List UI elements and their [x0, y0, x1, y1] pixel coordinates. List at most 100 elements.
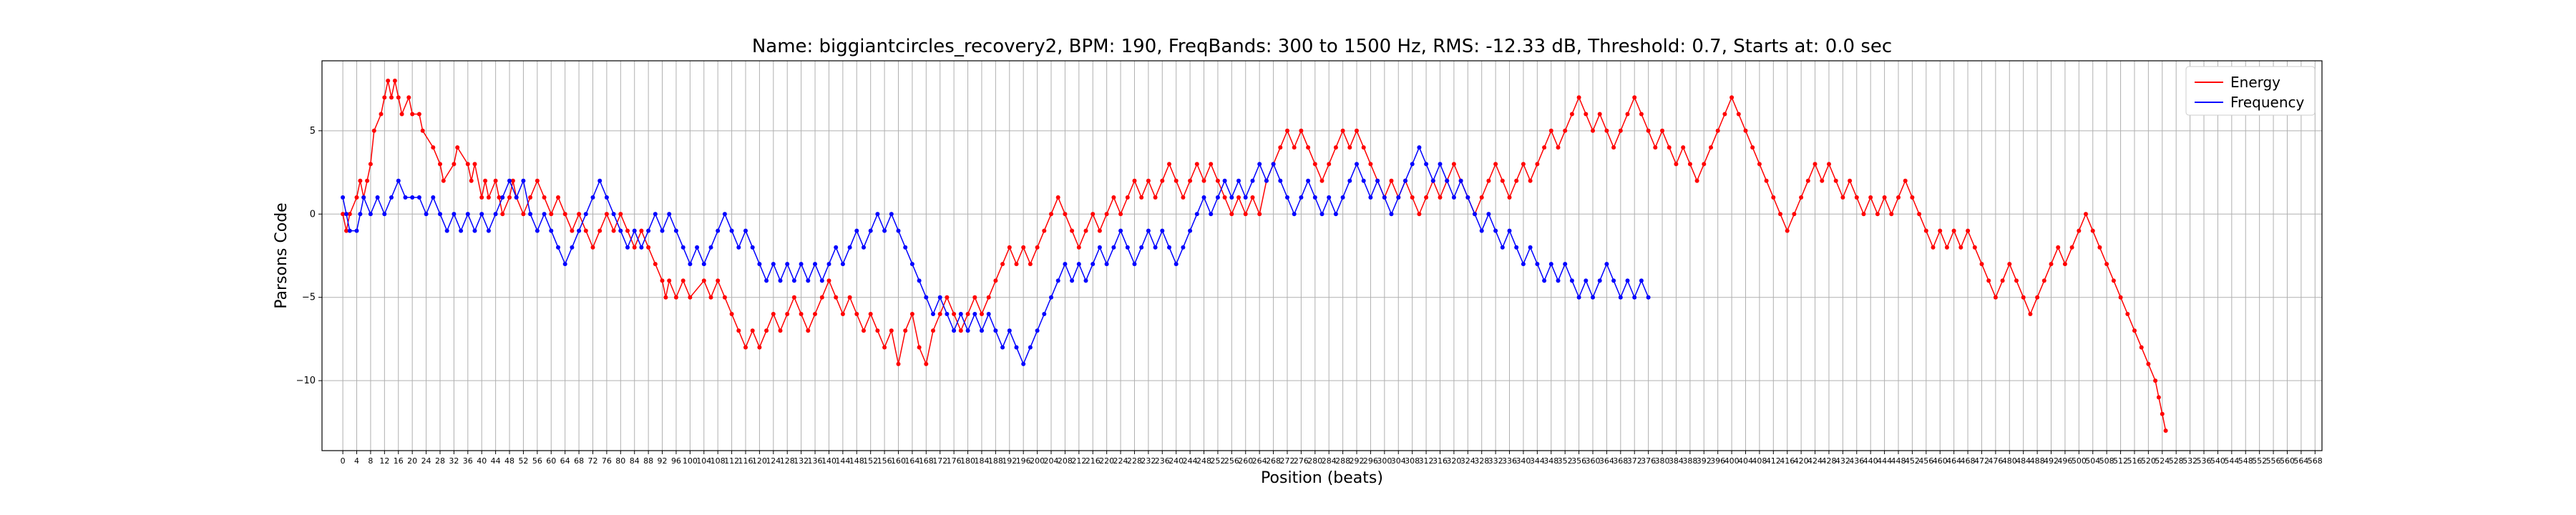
data-point-frequency [958, 312, 963, 316]
x-tick-label: 76 [602, 456, 612, 466]
data-point-energy [2146, 361, 2151, 366]
data-point-frequency [438, 212, 442, 217]
data-point-energy [618, 212, 623, 217]
data-point-energy [1882, 195, 1887, 200]
data-point-energy [1820, 178, 1825, 183]
data-point-frequency [1174, 262, 1179, 267]
data-point-frequency [452, 212, 457, 217]
data-point-frequency [1347, 178, 1352, 183]
x-tick-label: 268 [1266, 456, 1281, 466]
data-point-energy [556, 195, 560, 200]
data-point-energy [562, 212, 567, 217]
data-point-energy [604, 212, 609, 217]
data-point-frequency [1188, 228, 1193, 233]
x-tick-label: 148 [849, 456, 864, 466]
data-point-frequency [604, 195, 609, 200]
data-point-energy [882, 345, 887, 350]
data-point-energy [2139, 345, 2144, 350]
data-point-frequency [1333, 212, 1338, 217]
data-point-energy [1153, 195, 1158, 200]
data-point-energy [1951, 228, 1956, 233]
data-point-energy [1160, 178, 1165, 183]
data-point-frequency [1500, 245, 1505, 250]
data-point-frequency [1097, 245, 1102, 250]
x-tick-label: 108 [711, 456, 726, 466]
data-point-energy [1646, 128, 1651, 133]
data-point-energy [1986, 278, 1991, 283]
data-point-frequency [1375, 178, 1380, 183]
data-point-frequency [382, 212, 387, 217]
data-point-frequency [875, 212, 880, 217]
data-point-frequency [785, 262, 790, 267]
data-point-frequency [889, 212, 894, 217]
data-point-energy [1993, 295, 1998, 300]
data-point-energy [785, 312, 790, 316]
data-point-energy [1625, 112, 1630, 117]
data-point-energy [965, 312, 970, 316]
data-point-energy [826, 278, 831, 283]
data-point-energy [1972, 245, 1977, 250]
data-point-energy [806, 328, 811, 333]
data-point-energy [1243, 212, 1248, 217]
data-point-energy [1257, 212, 1262, 217]
data-point-frequency [806, 278, 811, 283]
data-point-frequency [847, 245, 852, 250]
x-tick-label: 232 [1141, 456, 1156, 466]
data-point-energy [455, 145, 460, 150]
data-point-energy [368, 162, 373, 167]
data-point-frequency [1160, 228, 1165, 233]
x-tick-label: 460 [1933, 456, 1948, 466]
data-point-frequency [695, 245, 700, 250]
data-point-frequency [1076, 262, 1081, 267]
x-tick-label: 524 [2155, 456, 2170, 466]
x-tick-label: 104 [696, 456, 711, 466]
data-point-frequency [597, 178, 602, 183]
data-point-frequency [1292, 212, 1297, 217]
data-point-frequency [625, 245, 630, 250]
data-point-frequency [1646, 295, 1651, 300]
data-point-energy [507, 195, 512, 200]
data-point-frequency [361, 195, 366, 200]
data-point-energy [611, 228, 616, 233]
x-tick-label: 340 [1516, 456, 1531, 466]
data-point-energy [1799, 195, 1804, 200]
x-tick-label: 288 [1335, 456, 1350, 466]
x-tick-label: 32 [449, 456, 459, 466]
x-tick-label: 376 [1641, 456, 1656, 466]
data-point-frequency [570, 245, 575, 250]
data-point-energy [472, 162, 477, 167]
data-point-frequency [1340, 195, 1345, 200]
data-point-frequency [1153, 245, 1158, 250]
x-tick-label: 512 [2113, 456, 2128, 466]
x-tick-label: 372 [1627, 456, 1642, 466]
data-point-frequency [1618, 295, 1623, 300]
data-point-energy [1493, 162, 1498, 167]
y-tick-label: −5 [302, 293, 316, 303]
x-axis-ticks: 0 4 8 12 16 20 24 28 32 36 40 44 48 52 56 60 64 68 72 76 80 8… [341, 451, 2323, 466]
x-tick-label: 380 [1655, 456, 1670, 466]
data-point-energy [1486, 178, 1491, 183]
x-tick-label: 140 [821, 456, 836, 466]
data-point-energy [1070, 228, 1075, 233]
data-point-energy [889, 328, 894, 333]
x-tick-label: 188 [988, 456, 1003, 466]
data-point-energy [667, 278, 672, 283]
data-point-energy [1194, 162, 1199, 167]
x-tick-label: 392 [1697, 456, 1712, 466]
data-point-frequency [1042, 312, 1047, 316]
data-point-energy [1681, 145, 1686, 150]
x-tick-label: 296 [1363, 456, 1378, 466]
data-point-frequency [416, 195, 421, 200]
data-point-energy [1674, 162, 1679, 167]
data-point-energy [1833, 178, 1838, 183]
data-point-frequency [389, 195, 394, 200]
data-point-energy [2041, 278, 2046, 283]
data-point-frequency [618, 228, 623, 233]
data-point-frequency [667, 212, 672, 217]
data-point-frequency [341, 195, 346, 200]
x-tick-label: 452 [1905, 456, 1920, 466]
data-point-frequency [1584, 278, 1589, 283]
x-tick-label: 472 [1974, 456, 1989, 466]
x-tick-label: 244 [1183, 456, 1198, 466]
data-point-frequency [1479, 228, 1484, 233]
